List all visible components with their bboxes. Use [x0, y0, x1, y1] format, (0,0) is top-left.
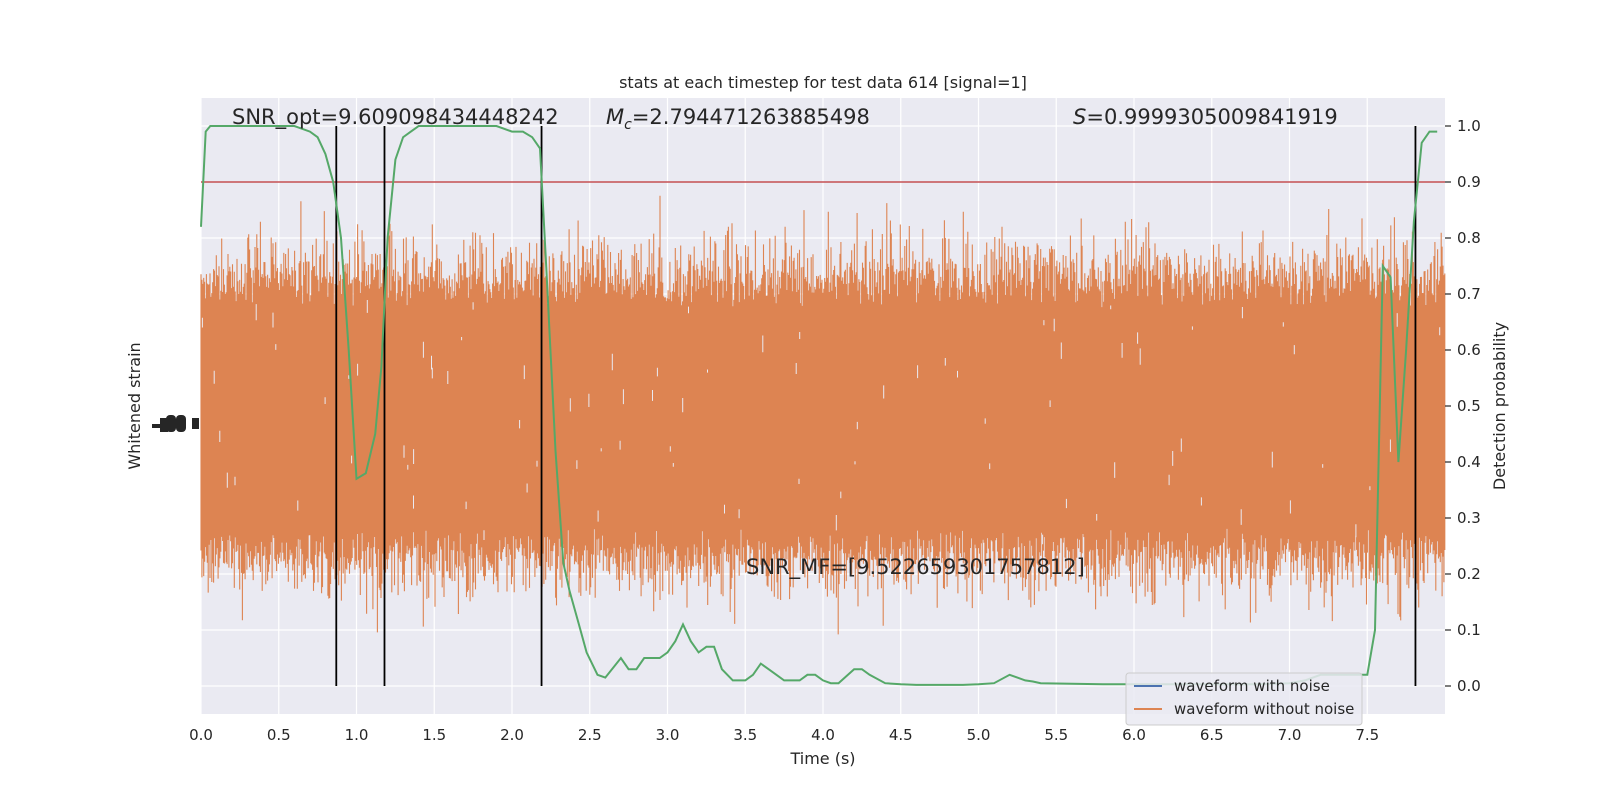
mc-annotation: Mc=2.794471263885498 — [606, 105, 870, 133]
y-left-axis-label: Whitened strain — [125, 342, 144, 469]
vertical-lines — [335, 126, 1417, 686]
y-right-tick-label: 1.0 — [1457, 117, 1481, 135]
y-right-tick-label: 0.6 — [1457, 341, 1481, 359]
strain-trace — [200, 195, 1446, 635]
legend-label-with-noise: waveform with noise — [1174, 677, 1330, 695]
y-right-tick-label: 0.1 — [1457, 621, 1481, 639]
strain-gaps — [201, 300, 1441, 545]
y-right-tick-label: 0.8 — [1457, 229, 1481, 247]
x-tick-label: 0.0 — [189, 726, 213, 744]
x-tick-label: 2.5 — [578, 726, 602, 744]
chart-title: stats at each timestep for test data 614… — [619, 73, 1027, 92]
x-tick-label: 5.0 — [967, 726, 991, 744]
x-tick-label: 1.5 — [422, 726, 446, 744]
s-annotation: S=0.9999305009841919 — [1073, 105, 1338, 129]
snr-opt-annotation: SNR_opt=9.609098434448242 — [232, 105, 559, 130]
y-right-axis-label: Detection probability — [1490, 322, 1509, 490]
y-right-tick-label: 0.9 — [1457, 173, 1481, 191]
legend: waveform with noise waveform without noi… — [1125, 672, 1363, 726]
y-right-tick-label: 0.2 — [1457, 565, 1481, 583]
x-tick-label: 4.0 — [811, 726, 835, 744]
x-axis-label: Time (s) — [789, 749, 855, 768]
x-tick-label: 3.0 — [656, 726, 680, 744]
legend-label-without-noise: waveform without noise — [1174, 700, 1354, 718]
y-right-tick-label: 0.7 — [1457, 285, 1481, 303]
y-right-axis-ticks: 0.0 0.1 0.2 0.3 0.4 0.5 0.6 0.7 0.8 0.9 1.0 — [1445, 117, 1481, 695]
legend-box — [1125, 672, 1363, 726]
x-tick-label: 3.5 — [733, 726, 757, 744]
y-right-tick-label: 0.4 — [1457, 453, 1481, 471]
x-tick-label: 6.5 — [1200, 726, 1224, 744]
x-axis-ticks: 0.0 0.5 1.0 1.5 2.0 2.5 3.0 3.5 4.0 4.5 5.0 5.5 6.0 6… — [189, 726, 1379, 744]
snr-mf-annotation: SNR_MF=[9.522659301757812] — [746, 555, 1085, 580]
left-axis-clutter — [152, 415, 199, 432]
strain-noise-band — [200, 195, 1446, 635]
x-tick-label: 4.5 — [889, 726, 913, 744]
x-tick-label: 1.0 — [345, 726, 369, 744]
y-right-tick-label: 0.0 — [1457, 677, 1481, 695]
x-tick-label: 2.0 — [500, 726, 524, 744]
y-right-tick-label: 0.5 — [1457, 397, 1481, 415]
x-tick-label: 7.5 — [1355, 726, 1379, 744]
y-right-tick-label: 0.3 — [1457, 509, 1481, 527]
x-tick-label: 7.0 — [1278, 726, 1302, 744]
x-tick-label: 5.5 — [1044, 726, 1068, 744]
x-tick-label: 6.0 — [1122, 726, 1146, 744]
x-tick-label: 0.5 — [267, 726, 291, 744]
